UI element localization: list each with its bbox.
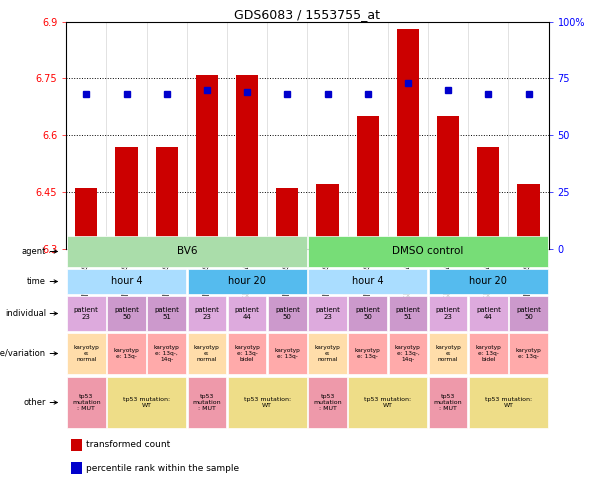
Text: karyotyp
e: 13q-: karyotyp e: 13q-	[113, 348, 139, 359]
Text: karyotyp
e:
normal: karyotyp e: normal	[74, 345, 99, 362]
Bar	[389, 333, 427, 374]
Bar	[308, 377, 347, 428]
Text: individual: individual	[5, 309, 46, 318]
Bar	[71, 462, 82, 474]
Text: BV6: BV6	[177, 246, 197, 256]
Bar	[156, 147, 178, 249]
Bar	[397, 29, 419, 249]
Text: tp53 mutation:
WT: tp53 mutation: WT	[243, 397, 291, 408]
Text: karyotyp
e: 13q-
bidel: karyotyp e: 13q- bidel	[476, 345, 501, 362]
Bar	[357, 116, 379, 249]
Text: time: time	[27, 277, 46, 286]
Text: transformed count: transformed count	[86, 440, 170, 449]
Bar	[188, 269, 306, 294]
Text: karyotyp
e: 13q-: karyotyp e: 13q-	[275, 348, 300, 359]
Text: karyotyp
e: 13q-: karyotyp e: 13q-	[355, 348, 381, 359]
Text: karyotyp
e:
normal: karyotyp e: normal	[314, 345, 340, 362]
Bar	[75, 188, 97, 249]
Text: tp53
mutation
: MUT: tp53 mutation : MUT	[192, 394, 221, 411]
Text: tp53 mutation:
WT: tp53 mutation: WT	[123, 397, 170, 408]
Text: karyotyp
e:
normal: karyotyp e: normal	[435, 345, 461, 362]
Text: karyotyp
e: 13q-
bidel: karyotyp e: 13q- bidel	[234, 345, 260, 362]
Bar	[429, 269, 548, 294]
Bar	[429, 377, 468, 428]
Bar	[509, 333, 548, 374]
Text: karyotyp
e: 13q-,
14q-: karyotyp e: 13q-, 14q-	[154, 345, 180, 362]
Text: patient
44: patient 44	[476, 307, 501, 320]
Text: tp53
mutation
: MUT: tp53 mutation : MUT	[313, 394, 342, 411]
Bar	[348, 296, 387, 331]
Text: hour 4: hour 4	[352, 276, 384, 286]
Text: patient
23: patient 23	[194, 307, 219, 320]
Bar	[67, 269, 186, 294]
Bar	[228, 377, 306, 428]
Bar	[236, 75, 258, 249]
Bar	[147, 296, 186, 331]
Bar	[67, 236, 306, 267]
Bar	[228, 296, 267, 331]
Bar	[429, 296, 468, 331]
Text: patient
51: patient 51	[154, 307, 179, 320]
Bar	[509, 296, 548, 331]
Bar	[429, 333, 468, 374]
Text: DMSO control: DMSO control	[392, 246, 463, 256]
Text: karyotyp
e:
normal: karyotyp e: normal	[194, 345, 220, 362]
Bar	[389, 296, 427, 331]
Bar	[196, 75, 218, 249]
Bar	[147, 333, 186, 374]
Bar	[188, 333, 226, 374]
Bar	[517, 185, 539, 249]
Text: patient
50: patient 50	[114, 307, 139, 320]
Bar	[268, 333, 306, 374]
Bar	[107, 333, 146, 374]
Bar	[348, 377, 427, 428]
Bar	[188, 377, 226, 428]
Text: hour 20: hour 20	[228, 276, 266, 286]
Title: GDS6083 / 1553755_at: GDS6083 / 1553755_at	[234, 8, 381, 21]
Text: patient
44: patient 44	[235, 307, 259, 320]
Bar	[308, 269, 427, 294]
Bar	[107, 377, 186, 428]
Bar	[268, 296, 306, 331]
Text: hour 20: hour 20	[470, 276, 508, 286]
Bar	[115, 147, 137, 249]
Bar	[469, 333, 508, 374]
Text: karyotyp
e: 13q-,
14q-: karyotyp e: 13q-, 14q-	[395, 345, 421, 362]
Text: tp53 mutation:
WT: tp53 mutation: WT	[364, 397, 411, 408]
Bar	[67, 333, 105, 374]
Bar	[469, 296, 508, 331]
Text: patient
50: patient 50	[356, 307, 380, 320]
Bar	[478, 147, 500, 249]
Text: percentile rank within the sample: percentile rank within the sample	[86, 464, 240, 473]
Bar	[437, 116, 459, 249]
Text: patient
50: patient 50	[516, 307, 541, 320]
Bar	[308, 236, 548, 267]
Text: tp53
mutation
: MUT: tp53 mutation : MUT	[72, 394, 101, 411]
Bar	[67, 296, 105, 331]
Bar	[71, 439, 82, 451]
Text: patient
51: patient 51	[395, 307, 421, 320]
Text: karyotyp
e: 13q-: karyotyp e: 13q-	[516, 348, 541, 359]
Bar	[188, 296, 226, 331]
Bar	[228, 333, 267, 374]
Text: tp53 mutation:
WT: tp53 mutation: WT	[485, 397, 532, 408]
Bar	[67, 377, 105, 428]
Bar	[308, 296, 347, 331]
Text: other: other	[23, 398, 46, 407]
Bar	[107, 296, 146, 331]
Text: hour 4: hour 4	[111, 276, 142, 286]
Text: patient
23: patient 23	[436, 307, 460, 320]
Bar	[276, 188, 299, 249]
Text: genotype/variation: genotype/variation	[0, 349, 46, 358]
Bar	[348, 333, 387, 374]
Text: patient
23: patient 23	[315, 307, 340, 320]
Text: patient
23: patient 23	[74, 307, 99, 320]
Bar	[316, 185, 338, 249]
Bar	[308, 333, 347, 374]
Text: agent: agent	[21, 247, 46, 256]
Text: tp53
mutation
: MUT: tp53 mutation : MUT	[434, 394, 462, 411]
Bar	[469, 377, 548, 428]
Text: patient
50: patient 50	[275, 307, 300, 320]
